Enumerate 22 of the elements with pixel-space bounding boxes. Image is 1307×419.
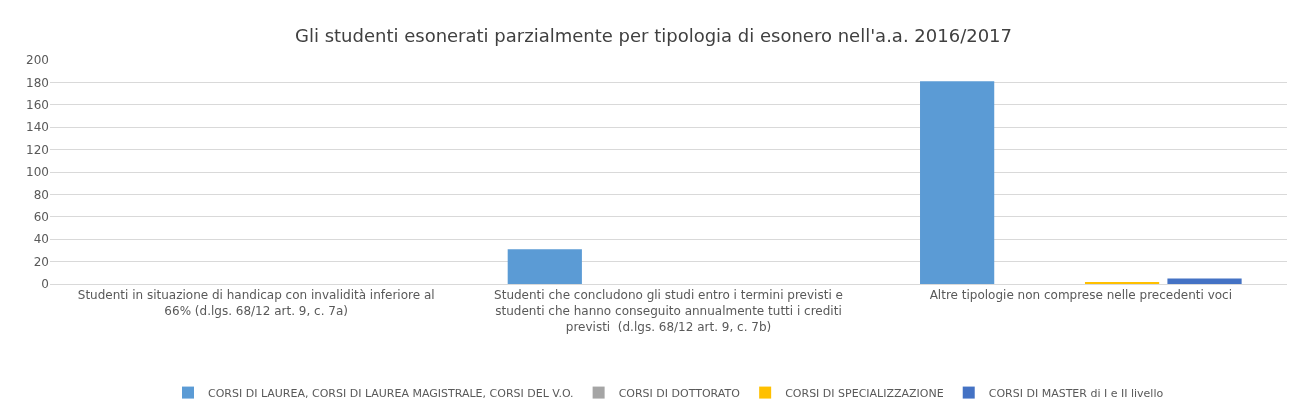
x-tick-label: Altre tipologie non comprese nelle precedenti voci	[929, 288, 1233, 303]
y-tick-label: 140	[26, 120, 49, 135]
y-tick-label: 80	[33, 187, 49, 202]
bar	[1167, 278, 1242, 284]
y-tick-label: 60	[33, 210, 49, 224]
legend-label: CORSI DI DOTTORATO	[618, 386, 741, 400]
bar	[920, 81, 995, 284]
bar	[507, 249, 582, 284]
legend-label: CORSI DI SPECIALIZZAZIONE	[785, 386, 944, 400]
x-tick-label: Studenti in situazione di handicap con invalidità inferiore al 66% (d.lgs. 68/12 art. 9, c. 7a)	[77, 288, 435, 318]
y-tick-label: 0	[41, 277, 49, 292]
legend-label: CORSI DI LAUREA, CORSI DI LAUREA MAGISTRALE, CORSI DEL V.O.	[208, 386, 574, 400]
y-tick-label: 180	[26, 75, 49, 90]
chart-title: Gli studenti esonerati parzialmente per tipologia di esonero nell'a.a. 2016/2017	[294, 24, 1013, 46]
y-tick-label: 20	[33, 254, 49, 269]
legend-label: CORSI DI MASTER di I e II livello	[988, 386, 1164, 400]
y-tick-label: 120	[26, 142, 49, 157]
x-tick-label: Studenti che concludono gli studi entro i termini previsti e studenti che hanno conseguito annualmente tutti i crediti previsti (d.lgs. 68/12 art. 9, c. 7b)	[494, 288, 843, 334]
y-tick-label: 40	[33, 232, 49, 247]
y-tick-label: 100	[26, 165, 49, 180]
y-tick-label: 160	[26, 98, 49, 112]
y-tick-label: 200	[26, 53, 49, 68]
